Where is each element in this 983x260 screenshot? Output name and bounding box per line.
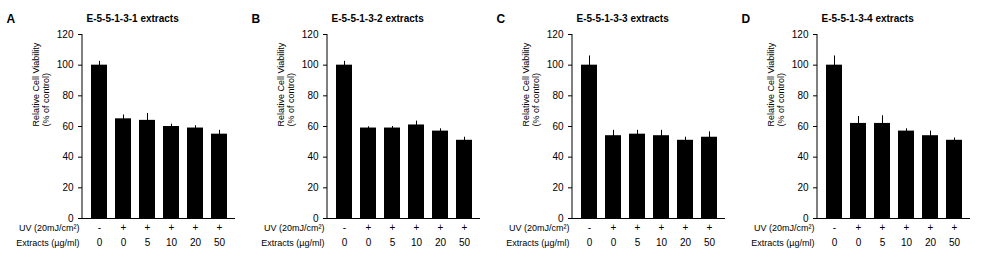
svg-text:20: 20 <box>797 182 809 193</box>
svg-text:+: + <box>145 222 151 233</box>
svg-text:+: + <box>390 222 396 233</box>
svg-text:+: + <box>217 222 223 233</box>
svg-text:50: 50 <box>704 237 716 248</box>
svg-text:20: 20 <box>552 182 564 193</box>
svg-text:A: A <box>7 12 16 26</box>
svg-text:10: 10 <box>411 237 423 248</box>
svg-text:100: 100 <box>792 59 809 70</box>
svg-text:+: + <box>659 222 665 233</box>
svg-text:+: + <box>880 222 886 233</box>
svg-text:-: - <box>98 222 101 233</box>
svg-text:10: 10 <box>901 237 913 248</box>
svg-text:Relative Cell Viability(% of c: Relative Cell Viability(% of control) <box>766 42 786 126</box>
svg-text:+: + <box>611 222 617 233</box>
svg-text:+: + <box>856 222 862 233</box>
svg-text:80: 80 <box>62 90 74 101</box>
svg-text:40: 40 <box>552 151 564 162</box>
svg-text:60: 60 <box>797 121 809 132</box>
svg-text:+: + <box>414 222 420 233</box>
svg-text:5: 5 <box>390 237 396 248</box>
svg-text:+: + <box>683 222 689 233</box>
svg-text:5: 5 <box>635 237 641 248</box>
svg-text:+: + <box>462 222 468 233</box>
svg-text:40: 40 <box>62 151 74 162</box>
svg-text:80: 80 <box>307 90 319 101</box>
svg-text:0: 0 <box>856 237 862 248</box>
svg-text:UV (20mJ/cm²): UV (20mJ/cm²) <box>19 223 80 233</box>
svg-text:+: + <box>438 222 444 233</box>
svg-text:C: C <box>497 12 506 26</box>
svg-text:+: + <box>169 222 175 233</box>
svg-text:80: 80 <box>797 90 809 101</box>
svg-text:Extracts (µg/ml): Extracts (µg/ml) <box>751 238 814 248</box>
svg-text:120: 120 <box>302 29 319 40</box>
svg-text:E-5-5-1-3-4 extracts: E-5-5-1-3-4 extracts <box>822 13 915 24</box>
svg-text:+: + <box>904 222 910 233</box>
svg-text:100: 100 <box>302 59 319 70</box>
svg-text:20: 20 <box>62 182 74 193</box>
svg-text:0: 0 <box>802 212 809 224</box>
svg-text:120: 120 <box>57 29 74 40</box>
svg-text:UV (20mJ/cm²): UV (20mJ/cm²) <box>264 223 325 233</box>
svg-text:20: 20 <box>435 237 447 248</box>
svg-text:+: + <box>952 222 958 233</box>
svg-text:Extracts (µg/ml): Extracts (µg/ml) <box>506 238 569 248</box>
svg-text:-: - <box>588 222 591 233</box>
svg-text:Relative Cell Viability(% of c: Relative Cell Viability(% of control) <box>276 42 296 126</box>
svg-text:0: 0 <box>97 237 103 248</box>
svg-text:+: + <box>707 222 713 233</box>
svg-text:Relative Cell Viability(% of c: Relative Cell Viability(% of control) <box>521 42 541 126</box>
svg-text:20: 20 <box>307 182 319 193</box>
svg-text:40: 40 <box>797 151 809 162</box>
svg-text:20: 20 <box>925 237 937 248</box>
svg-text:+: + <box>193 222 199 233</box>
svg-text:0: 0 <box>611 237 617 248</box>
svg-text:-: - <box>343 222 346 233</box>
svg-text:0: 0 <box>312 212 319 224</box>
svg-text:120: 120 <box>792 29 809 40</box>
svg-text:60: 60 <box>307 121 319 132</box>
svg-text:20: 20 <box>680 237 692 248</box>
svg-text:0: 0 <box>67 212 74 224</box>
svg-text:E-5-5-1-3-2 extracts: E-5-5-1-3-2 extracts <box>332 13 425 24</box>
svg-text:60: 60 <box>62 121 74 132</box>
svg-text:50: 50 <box>949 237 961 248</box>
svg-text:0: 0 <box>587 237 593 248</box>
svg-text:0: 0 <box>342 237 348 248</box>
svg-text:5: 5 <box>880 237 886 248</box>
svg-text:10: 10 <box>656 237 668 248</box>
svg-text:Extracts (µg/ml): Extracts (µg/ml) <box>16 238 79 248</box>
svg-text:20: 20 <box>190 237 202 248</box>
svg-text:+: + <box>635 222 641 233</box>
svg-text:50: 50 <box>214 237 226 248</box>
svg-text:0: 0 <box>366 237 372 248</box>
svg-text:10: 10 <box>166 237 178 248</box>
svg-text:E-5-5-1-3-1 extracts: E-5-5-1-3-1 extracts <box>87 13 180 24</box>
svg-text:100: 100 <box>547 59 564 70</box>
svg-text:0: 0 <box>557 212 564 224</box>
svg-text:UV (20mJ/cm²): UV (20mJ/cm²) <box>509 223 570 233</box>
svg-text:5: 5 <box>145 237 151 248</box>
svg-text:50: 50 <box>459 237 471 248</box>
svg-text:0: 0 <box>832 237 838 248</box>
svg-text:+: + <box>366 222 372 233</box>
svg-text:Relative Cell Viability(% of c: Relative Cell Viability(% of control) <box>31 42 51 126</box>
svg-text:40: 40 <box>307 151 319 162</box>
svg-text:B: B <box>252 12 261 26</box>
svg-text:-: - <box>833 222 836 233</box>
svg-text:0: 0 <box>121 237 127 248</box>
svg-text:80: 80 <box>552 90 564 101</box>
svg-text:120: 120 <box>547 29 564 40</box>
svg-text:D: D <box>742 12 751 26</box>
svg-text:UV (20mJ/cm²): UV (20mJ/cm²) <box>754 223 815 233</box>
svg-text:E-5-5-1-3-3 extracts: E-5-5-1-3-3 extracts <box>577 13 670 24</box>
svg-text:Extracts (µg/ml): Extracts (µg/ml) <box>261 238 324 248</box>
svg-text:60: 60 <box>552 121 564 132</box>
svg-text:+: + <box>121 222 127 233</box>
svg-text:100: 100 <box>57 59 74 70</box>
svg-text:+: + <box>928 222 934 233</box>
